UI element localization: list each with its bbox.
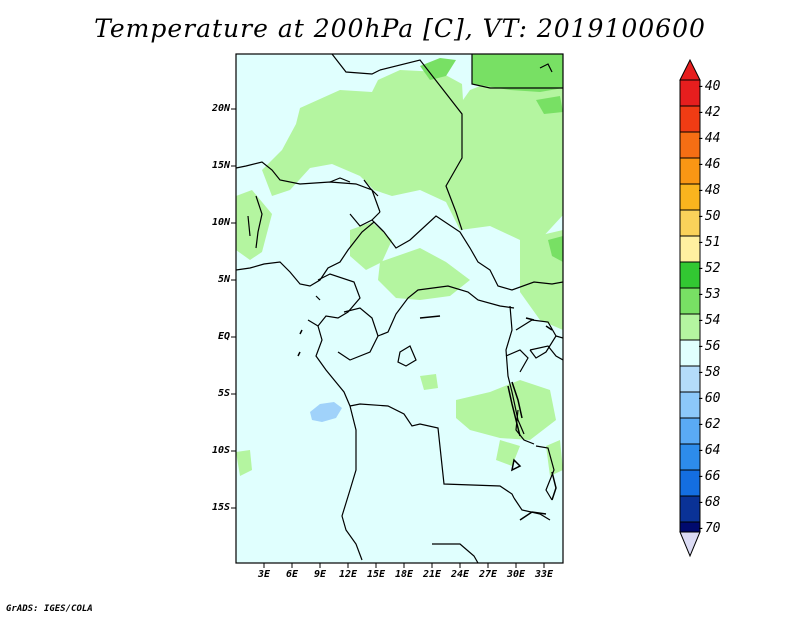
colorbar-label: -48 bbox=[697, 183, 721, 198]
lat-label: 10S bbox=[211, 445, 230, 456]
colorbar-label: -54 bbox=[697, 313, 721, 328]
map-frame bbox=[235, 53, 564, 564]
green-regions bbox=[420, 54, 563, 262]
colorbar-label: -58 bbox=[697, 365, 721, 380]
colorbar-label: -42 bbox=[697, 105, 721, 120]
colorbar-label: -53 bbox=[697, 287, 721, 302]
lat-label: 5S bbox=[217, 388, 230, 399]
colorbar-label: -64 bbox=[697, 443, 721, 458]
lon-label: 6E bbox=[285, 569, 299, 580]
lon-label: 9E bbox=[313, 569, 327, 580]
lon-label: 12E bbox=[338, 569, 358, 580]
colorbar-label: -56 bbox=[697, 339, 721, 354]
colorbar-label: -70 bbox=[697, 521, 721, 536]
light-blue-region bbox=[310, 402, 342, 422]
colorbar-label: -51 bbox=[697, 235, 721, 250]
map-panel bbox=[236, 54, 563, 563]
colorbar-label: -44 bbox=[697, 131, 721, 146]
colorbar-label: -60 bbox=[697, 391, 721, 406]
lat-label: 5N bbox=[217, 274, 230, 285]
colorbar-bottom-arrow bbox=[679, 531, 701, 558]
colorbar-label: -52 bbox=[697, 261, 721, 276]
lon-label: 33E bbox=[534, 569, 554, 580]
colorbar-top-arrow bbox=[679, 58, 701, 81]
colorbar-label: -50 bbox=[697, 209, 721, 224]
lakes bbox=[297, 315, 557, 521]
lat-label: 15N bbox=[211, 160, 230, 171]
lat-ticks bbox=[231, 108, 236, 509]
lon-label: 3E bbox=[257, 569, 271, 580]
lat-label: 10N bbox=[211, 217, 230, 228]
borders-coastlines bbox=[236, 54, 563, 563]
lon-label: 18E bbox=[394, 569, 414, 580]
lat-label: 15S bbox=[211, 502, 230, 513]
lat-label: 20N bbox=[211, 103, 230, 114]
colorbar-label: -46 bbox=[697, 157, 721, 172]
lat-label: EQ bbox=[217, 331, 230, 342]
lon-label: 21E bbox=[422, 569, 442, 580]
colorbar-label: -62 bbox=[697, 417, 721, 432]
lon-label: 27E bbox=[478, 569, 498, 580]
colorbar-label: -40 bbox=[697, 79, 721, 94]
lon-label: 15E bbox=[366, 569, 386, 580]
colorbar bbox=[679, 58, 701, 558]
colorbar-label: -66 bbox=[697, 469, 721, 484]
colorbar-label: -68 bbox=[697, 495, 721, 510]
map-title: Temperature at 200hPa [C], VT: 201910060… bbox=[94, 14, 706, 43]
credit-text: GrADS: IGES/COLA bbox=[6, 604, 93, 614]
lon-label: 24E bbox=[450, 569, 470, 580]
lon-label: 30E bbox=[506, 569, 526, 580]
lon-ticks bbox=[263, 563, 545, 568]
